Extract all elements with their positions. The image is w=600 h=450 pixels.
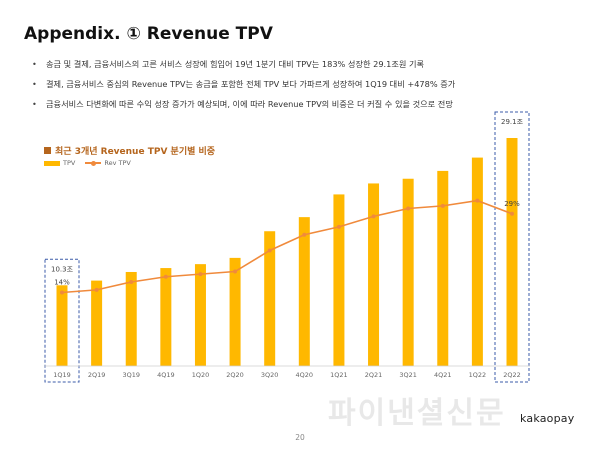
legend-bar-swatch	[44, 160, 60, 166]
bar-tpv-2q19	[91, 280, 103, 366]
rev-tpv-point-3q21	[406, 206, 411, 211]
data-label-tpv-1q19: 10.3조	[51, 265, 74, 273]
rev-tpv-point-2q19	[94, 287, 99, 292]
rev-tpv-point-1q20	[198, 272, 203, 277]
bullet-item: 결제, 금융서비스 중심의 Revenue TPV는 송금을 포함한 전체 TP…	[32, 74, 592, 94]
watermark: 파이낸셜신문	[328, 396, 506, 431]
rev-tpv-line	[61, 199, 513, 294]
bar-tpv-2q22	[506, 138, 518, 366]
data-label-rev-tpv-1q19: 14%	[54, 279, 70, 287]
bar-tpv-1q21	[333, 194, 345, 366]
rev-tpv-point-4q19	[163, 274, 168, 279]
bar-tpv-3q21	[402, 178, 414, 366]
rev-tpv-point-3q20	[267, 248, 272, 253]
bar-tpv-3q19	[125, 271, 137, 366]
x-tick-label: 3Q21	[399, 371, 417, 379]
chart-legend: TPV Rev TPV	[44, 159, 131, 167]
x-tick-label: 1Q22	[469, 371, 487, 379]
chart-title-text: 최근 3개년 Revenue TPV 분기별 비중	[55, 147, 216, 157]
bar-tpv-1q22	[471, 157, 483, 366]
x-tick-label: 2Q22	[503, 371, 521, 379]
rev-tpv-point-1q21	[336, 224, 341, 229]
bar-tpv-4q21	[437, 170, 449, 366]
bar-tpv-3q20	[264, 231, 276, 366]
highlight-box-1q19	[44, 258, 80, 383]
data-label-rev-tpv-2q22: 29%	[504, 200, 520, 208]
x-tick-label: 2Q21	[365, 371, 383, 379]
page-title: Appendix. ① Revenue TPV	[24, 24, 273, 44]
page-number: 20	[295, 433, 305, 442]
bar-tpv-1q20	[194, 264, 206, 366]
x-tick-label: 1Q20	[192, 371, 210, 379]
rev-tpv-point-1q19	[60, 290, 64, 295]
x-tick-label: 4Q19	[157, 371, 175, 379]
rev-tpv-point-2q20	[233, 269, 238, 274]
x-tick-label: 4Q21	[434, 371, 452, 379]
x-tick-label: 3Q19	[122, 371, 140, 379]
legend-line-swatch	[85, 160, 102, 166]
rev-tpv-point-2q21	[371, 214, 376, 219]
legend-label: TPV	[63, 159, 76, 167]
legend-label: Rev TPV	[104, 159, 131, 167]
x-tick-label: 4Q20	[296, 371, 314, 379]
bar-tpv-4q19	[160, 268, 172, 366]
kakaopay-logo: kakaopay	[520, 412, 575, 425]
rev-tpv-point-2q22	[510, 211, 514, 216]
bullet-item: 금융서비스 다변화에 따른 수익 성장 증가가 예상되며, 이에 따라 Reve…	[32, 94, 592, 114]
bar-tpv-2q21	[368, 183, 380, 366]
data-label-tpv-2q22: 29.1조	[501, 118, 524, 126]
rev-tpv-point-3q19	[129, 280, 134, 284]
rev-tpv-point-1q22	[475, 198, 480, 203]
legend-item-tpv: TPV	[44, 159, 75, 167]
x-tick-label: 1Q21	[330, 371, 348, 379]
summary-bullets: 송금 및 결제, 금융서비스의 고른 서비스 성장에 힘입어 19년 1분기 대…	[32, 54, 592, 114]
rev-tpv-point-4q21	[440, 203, 445, 208]
bar-tpv-2q20	[229, 257, 241, 366]
bar-tpv-1q19	[56, 285, 68, 366]
square-bullet-icon	[44, 147, 51, 154]
highlight-box-2q22	[494, 111, 530, 383]
x-tick-label: 2Q19	[88, 371, 106, 379]
x-tick-label: 3Q20	[261, 371, 279, 379]
rev-tpv-point-4q20	[302, 232, 307, 237]
bullet-item: 송금 및 결제, 금융서비스의 고른 서비스 성장에 힘입어 19년 1분기 대…	[32, 54, 592, 74]
x-tick-label: 1Q19	[53, 371, 71, 379]
chart-section-title: 최근 3개년 Revenue TPV 분기별 비중	[44, 144, 215, 157]
x-tick-label: 2Q20	[226, 371, 244, 379]
bar-tpv-4q20	[298, 217, 310, 366]
legend-item-rev-tpv: Rev TPV	[85, 159, 131, 167]
